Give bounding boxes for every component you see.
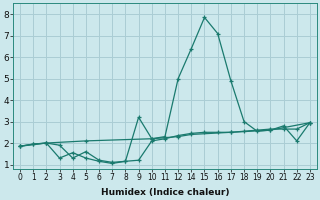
- X-axis label: Humidex (Indice chaleur): Humidex (Indice chaleur): [101, 188, 229, 197]
